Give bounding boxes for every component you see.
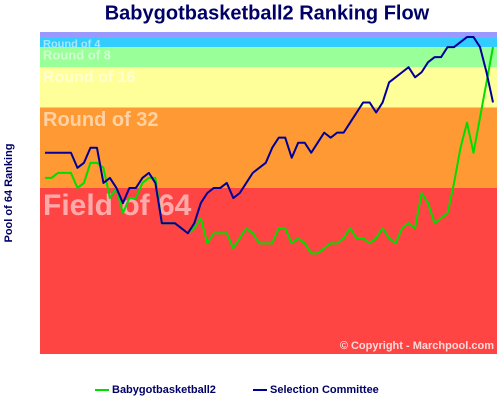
series-line [45, 46, 494, 255]
series-line [45, 36, 494, 235]
legend-label: Selection Committee [270, 384, 379, 396]
chart-title: Babygotbasketball2 Ranking Flow [105, 2, 430, 24]
band-label: Round of 32 [43, 109, 159, 131]
band [40, 32, 497, 38]
band-label: Round of 8 [43, 47, 111, 62]
band-label: Round of 16 [43, 69, 136, 86]
band [40, 107, 497, 188]
annotation: © Copyright - Marchpool.com [340, 340, 494, 352]
band [40, 47, 497, 68]
band [40, 187, 497, 354]
y-axis-label: Pool of 64 Ranking [3, 143, 15, 242]
legend-label: Babygotbasketball2 [112, 384, 216, 396]
band [40, 37, 497, 48]
